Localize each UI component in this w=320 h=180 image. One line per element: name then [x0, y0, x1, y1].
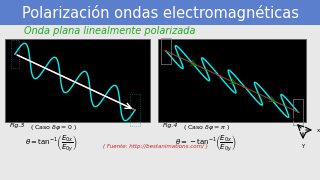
- Text: x: x: [317, 127, 320, 132]
- Text: $\theta = \tan^{-1}\!\left(\dfrac{E_{0x}}{E_{0y}}\right)$: $\theta = \tan^{-1}\!\left(\dfrac{E_{0x}…: [25, 133, 78, 154]
- Text: ( Caso $\delta\varphi = 0$ ): ( Caso $\delta\varphi = 0$ ): [30, 123, 77, 132]
- Text: Polarización ondas electromagnéticas: Polarización ondas electromagnéticas: [21, 5, 299, 21]
- Text: ( Caso $\delta\varphi = \pi$ ): ( Caso $\delta\varphi = \pi$ ): [183, 123, 230, 132]
- Bar: [0, 0, 320, 25]
- Text: $\theta = -\tan^{-1}\!\left(\dfrac{E_{0x}}{E_{0y}}\right)$: $\theta = -\tan^{-1}\!\left(\dfrac{E_{0x…: [175, 133, 236, 154]
- Bar: [158, 39, 306, 122]
- Text: Fig.4: Fig.4: [163, 123, 178, 128]
- Text: Onda plana linealmente polarizada: Onda plana linealmente polarizada: [24, 26, 196, 36]
- Bar: [5, 39, 150, 122]
- Text: ( Fuente: http://bestanimations.com/ ): ( Fuente: http://bestanimations.com/ ): [103, 144, 207, 149]
- Text: z: z: [292, 117, 294, 122]
- Text: Y: Y: [301, 144, 305, 149]
- Text: Fig.3: Fig.3: [10, 123, 25, 128]
